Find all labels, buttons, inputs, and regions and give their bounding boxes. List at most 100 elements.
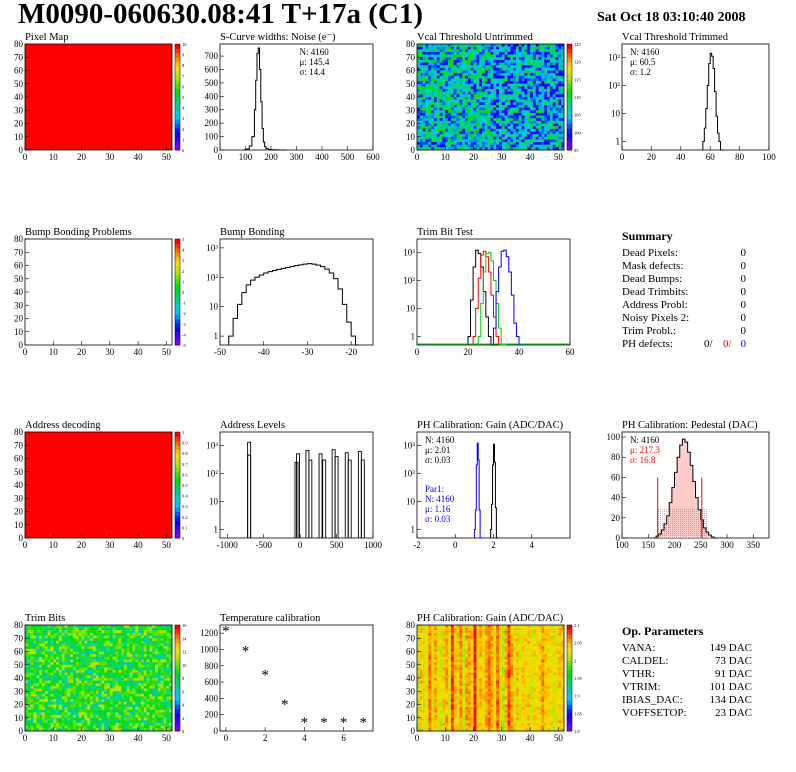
data-histogram (490, 443, 500, 539)
chart-trim-bit-test: Trim Bit Test 0 20 40 60 1 10 10² 10³ (403, 227, 575, 357)
colorbar-frame (174, 43, 181, 151)
x-tick-label: 10 (49, 733, 59, 743)
colorbar-tick-label: 105 (574, 113, 582, 118)
colorbar-segment (567, 678, 572, 683)
y-tick-label: 10 (14, 520, 24, 530)
colorbar-segment (567, 141, 572, 147)
colorbar-tick-label: 0.2 (182, 515, 188, 520)
x-tick-label: 20 (77, 347, 87, 357)
colorbar-segment (567, 726, 572, 732)
colorbar-tick-label: 0 (182, 729, 185, 734)
colorbar-segment (175, 296, 180, 302)
chart-title: Trim Bit Test (417, 227, 473, 238)
stats-text: μ: 2.01 (425, 445, 450, 455)
chart-temperature: Temperature calibration 0 2 4 6 0 200 400 600 800… (200, 613, 374, 743)
y-tick-label: 0 (19, 340, 24, 350)
summary-panel: Summary Dead Pixels: 0 Mask defects: 0 Dead … (622, 229, 746, 351)
y-tick-label: 70 (14, 633, 24, 643)
x-tick-label: -40 (258, 347, 270, 357)
y-tick-label: 70 (14, 440, 24, 450)
summary-value: 0 (740, 273, 747, 285)
y-tick-label: 10³ (403, 440, 415, 450)
colorbar-segment (175, 292, 180, 297)
summary-row: Trim Probl.: 0 (622, 325, 746, 338)
colorbar-segment (175, 114, 180, 120)
x-tick-label: 0 (224, 733, 229, 743)
colorbar-segment (175, 507, 180, 512)
y-tick-label: 80 (611, 452, 621, 462)
colorbar-segment (567, 44, 572, 49)
colorbar-segment (567, 682, 572, 688)
colorbar-segment (175, 445, 180, 451)
colorbar-segment (175, 440, 180, 446)
colorbar-segment (175, 340, 180, 346)
summary-row: Address Probl: 0 (622, 299, 746, 312)
x-tick-label: 20 (469, 733, 479, 743)
y-tick-label: 50 (406, 660, 416, 670)
colorbar-segment (567, 79, 572, 85)
x-tick-label: 30 (105, 152, 115, 162)
x-tick-label: 0 (453, 540, 458, 550)
summary-value: 0 (740, 325, 747, 337)
colorbar-frame (566, 43, 573, 151)
plot-frame (219, 624, 374, 732)
colorbar-segment (175, 287, 180, 293)
x-tick-label: 20 (464, 347, 474, 357)
chart-address-levels: Address Levels -1000 -500 0 500 1000 1 10 10² 10³ (206, 420, 382, 550)
colorbar-tick-label: 0.5 (182, 483, 188, 488)
colorbar-segment (567, 673, 572, 679)
colorbar-segment (567, 708, 572, 714)
colorbar-segment (175, 708, 180, 714)
y-tick-label: 0 (411, 726, 416, 736)
heatmap-cells (417, 44, 565, 151)
colorbar-segment (175, 489, 180, 495)
colorbar-tick-label: 0 (182, 536, 185, 541)
summary-label: Trim Probl.: (622, 325, 677, 337)
parameter-label: IBIAS_DAC: (622, 694, 683, 706)
op-parameters-panel: Op. Parameters VANA: 149 DAC CALDEL: 73 DAC… (622, 624, 752, 720)
x-tick-label: 0 (23, 540, 28, 550)
colorbar-segment (175, 136, 180, 142)
stats-text: σ: 14.4 (300, 67, 326, 77)
y-tick-label: 80 (14, 620, 24, 630)
colorbar-tick-label: 4 (182, 703, 185, 708)
colorbar-segment (567, 655, 572, 661)
x-tick-label: 10 (441, 152, 451, 162)
y-tick-label: 50 (14, 274, 24, 284)
summary-value: 0 (740, 312, 747, 324)
y-tick-label: 0 (616, 533, 621, 543)
y-tick-label: 60 (406, 66, 416, 76)
y-tick-label: 40 (14, 287, 24, 297)
colorbar-segment (567, 642, 572, 648)
colorbar-segment (567, 647, 572, 652)
colorbar-tick-label: 12 (182, 650, 187, 655)
y-tick-label: 1200 (200, 628, 219, 638)
colorbar-segment (567, 669, 572, 675)
x-tick-label: 30 (497, 733, 507, 743)
colorbar-segment (175, 127, 180, 133)
data-spike (334, 456, 339, 538)
y-tick-label: 60 (14, 66, 24, 76)
colorbar-segment (175, 664, 180, 670)
colorbar-segment (175, 502, 180, 508)
parameter-label: CALDEL: (622, 655, 669, 667)
y-tick-label: 30 (14, 686, 24, 696)
colorbar-segment (175, 629, 180, 635)
colorbar-tick-label: 14 (182, 636, 187, 641)
colorbar-segment (175, 141, 180, 147)
colorbar-tick-label: -1 (182, 301, 186, 306)
x-tick-label: 20 (647, 152, 657, 162)
chart-title: Trim Bits (25, 613, 65, 624)
colorbar-segment (567, 633, 572, 639)
summary-title: Summary (622, 229, 673, 243)
colorbar-segment (175, 673, 180, 679)
y-tick-label: 50 (406, 79, 416, 89)
colorbar-frame (174, 238, 181, 346)
colorbar-segment (175, 722, 180, 728)
data-point: * (320, 715, 328, 731)
x-tick-label: -50 (214, 347, 226, 357)
colorbar-tick-label: 6 (182, 84, 185, 89)
data-spike (296, 453, 300, 538)
chart-title: Temperature calibration (220, 613, 321, 624)
data-histogram (477, 251, 507, 346)
